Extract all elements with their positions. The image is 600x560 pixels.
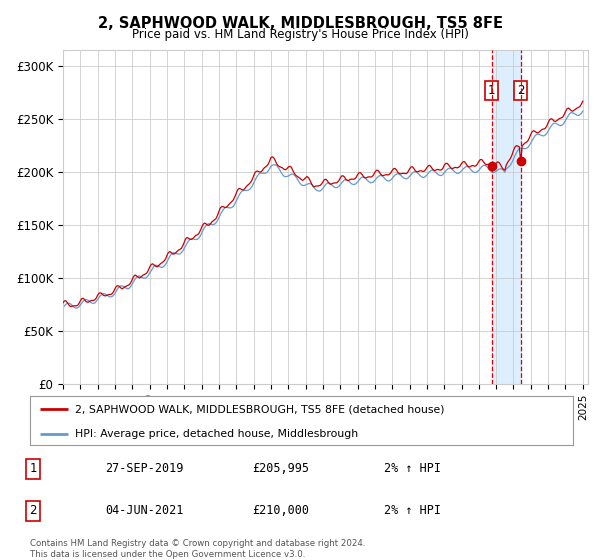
Text: Contains HM Land Registry data © Crown copyright and database right 2024.
This d: Contains HM Land Registry data © Crown c… — [30, 539, 365, 559]
Text: 1: 1 — [488, 84, 496, 97]
Text: 04-JUN-2021: 04-JUN-2021 — [105, 504, 184, 517]
Text: 27-SEP-2019: 27-SEP-2019 — [105, 462, 184, 475]
Text: 2: 2 — [29, 504, 37, 517]
Text: 2% ↑ HPI: 2% ↑ HPI — [384, 504, 441, 517]
Text: 2, SAPHWOOD WALK, MIDDLESBROUGH, TS5 8FE (detached house): 2, SAPHWOOD WALK, MIDDLESBROUGH, TS5 8FE… — [74, 404, 444, 414]
Bar — [491, 50, 521, 384]
Text: 2, SAPHWOOD WALK, MIDDLESBROUGH, TS5 8FE: 2, SAPHWOOD WALK, MIDDLESBROUGH, TS5 8FE — [97, 16, 503, 31]
Text: HPI: Average price, detached house, Middlesbrough: HPI: Average price, detached house, Midd… — [74, 430, 358, 440]
Text: 2% ↑ HPI: 2% ↑ HPI — [384, 462, 441, 475]
Text: 2: 2 — [517, 84, 524, 97]
Text: £210,000: £210,000 — [252, 504, 309, 517]
Text: 1: 1 — [29, 462, 37, 475]
Text: Price paid vs. HM Land Registry's House Price Index (HPI): Price paid vs. HM Land Registry's House … — [131, 28, 469, 41]
Text: £205,995: £205,995 — [252, 462, 309, 475]
